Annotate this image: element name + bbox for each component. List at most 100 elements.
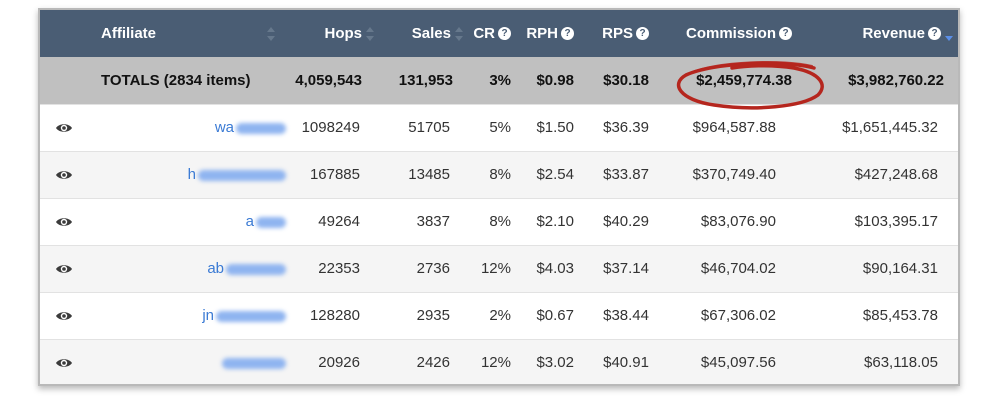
rps-cell: $40.29 — [603, 213, 649, 230]
eye-cell — [40, 198, 88, 245]
help-cr-icon[interactable]: ? — [498, 27, 511, 41]
help-rps-icon[interactable]: ? — [636, 27, 649, 41]
eye-icon[interactable] — [55, 216, 73, 228]
affiliate-link[interactable]: a — [246, 213, 286, 230]
header-rps[interactable]: RPS? — [588, 10, 663, 57]
help-rph-icon[interactable]: ? — [561, 27, 574, 41]
totals-eye-cell — [40, 57, 88, 104]
header-sales-label: Sales — [411, 25, 451, 43]
redacted-name-blur — [216, 310, 286, 322]
rph-cell: $2.10 — [536, 213, 574, 230]
header-commission[interactable]: Commission? — [663, 10, 806, 57]
affiliate-cell: ab — [88, 245, 286, 292]
affiliate-cell: jn — [88, 292, 286, 339]
redacted-name-blur — [198, 169, 286, 181]
cr-cell: 5% — [489, 119, 511, 136]
commission-cell: $964,587.88 — [692, 119, 776, 136]
header-cr-label: CR — [473, 25, 495, 43]
header-rps-label: RPS — [602, 25, 633, 43]
rps-cell: $36.39 — [603, 119, 649, 136]
totals-row: TOTALS (2834 items) 4,059,543 131,953 3%… — [40, 57, 958, 104]
hops-cell: 167885 — [309, 166, 360, 183]
hops-cell: 22353 — [318, 260, 360, 277]
sales-cell: 3837 — [416, 213, 450, 230]
affiliate-table: Affiliate Hops Sales CR? RPH? RPS? — [40, 10, 958, 384]
commission-cell: $45,097.56 — [700, 354, 776, 372]
revenue-cell: $1,651,445.32 — [842, 119, 938, 136]
rph-cell: $0.67 — [536, 307, 574, 324]
affiliate-link[interactable]: h — [188, 166, 286, 183]
eye-icon[interactable] — [55, 357, 73, 369]
help-revenue-icon[interactable]: ? — [928, 27, 941, 41]
rph-cell: $4.03 — [536, 260, 574, 277]
table-row: wa 1098249 51705 5% $1.50 $36.39 $964,587.88 $1… — [40, 104, 958, 151]
totals-label: TOTALS (2834 items) — [101, 71, 251, 89]
table-row: h 167885 13485 8% $2.54 $33.87 $370,749.40 $427… — [40, 151, 958, 198]
rph-cell: $1.50 — [536, 119, 574, 136]
affiliate-cell: h — [88, 151, 286, 198]
affiliate-link[interactable]: ab — [207, 260, 286, 277]
affiliate-cell: wa — [88, 104, 286, 151]
help-commission-icon[interactable]: ? — [779, 27, 792, 41]
affiliate-table-panel: Affiliate Hops Sales CR? RPH? RPS? — [38, 8, 960, 386]
affiliate-link[interactable]: wa — [215, 119, 286, 136]
hops-cell: 1098249 — [301, 119, 360, 136]
revenue-cell: $90,164.31 — [862, 260, 938, 277]
sort-hops-icon[interactable] — [366, 26, 375, 41]
affiliate-name: h — [187, 166, 196, 183]
eye-cell — [40, 104, 88, 151]
eye-icon[interactable] — [55, 310, 73, 322]
commission-cell: $67,306.02 — [700, 307, 776, 324]
header-revenue-label: Revenue — [862, 25, 925, 43]
cr-cell: 8% — [489, 213, 511, 230]
sort-revenue-desc-icon[interactable] — [945, 27, 954, 41]
rps-cell: $33.87 — [603, 166, 649, 183]
header-hops-label: Hops — [324, 25, 363, 43]
eye-cell — [40, 339, 88, 384]
header-affiliate-label: Affiliate — [101, 25, 157, 43]
rps-cell: $38.44 — [603, 307, 649, 324]
totals-rps: $30.18 — [603, 71, 649, 89]
affiliate-cell — [88, 339, 286, 384]
commission-cell: $46,704.02 — [700, 260, 776, 277]
totals-commission: $2,459,774.38 — [696, 71, 792, 89]
totals-sales: 131,953 — [398, 71, 453, 89]
revenue-cell: $63,118.05 — [864, 354, 938, 372]
header-revenue[interactable]: Revenue? — [806, 10, 958, 57]
totals-rph: $0.98 — [536, 71, 574, 89]
header-cr[interactable]: CR? — [468, 10, 525, 57]
header-affiliate[interactable]: Affiliate — [88, 10, 286, 57]
sort-sales-icon[interactable] — [455, 26, 464, 41]
revenue-cell: $427,248.68 — [854, 166, 938, 183]
cr-cell: 2% — [489, 307, 511, 324]
header-hops[interactable]: Hops — [286, 10, 379, 57]
redacted-name-blur — [226, 263, 286, 275]
rps-cell: $37.14 — [603, 260, 649, 277]
redacted-name-blur — [256, 216, 286, 228]
eye-icon[interactable] — [55, 263, 73, 275]
sales-cell: 13485 — [408, 166, 450, 183]
totals-revenue: $3,982,760.22 — [848, 71, 944, 89]
rps-cell: $40.91 — [603, 354, 649, 372]
table-row: 20926 2426 12% $3.02 $40.91 $45,097.56 $63,118… — [40, 339, 958, 384]
redacted-name-blur — [236, 122, 286, 134]
redacted-name-blur — [222, 357, 286, 369]
eye-icon[interactable] — [55, 122, 73, 134]
table-row: jn 128280 2935 2% $0.67 $38.44 $67,306.02 $85,4… — [40, 292, 958, 339]
affiliate-link[interactable] — [220, 354, 286, 371]
hops-cell: 128280 — [309, 307, 360, 324]
eye-cell — [40, 245, 88, 292]
cr-cell: 8% — [489, 166, 511, 183]
eye-icon[interactable] — [55, 169, 73, 181]
header-sales[interactable]: Sales — [379, 10, 468, 57]
affiliate-link[interactable]: jn — [202, 307, 286, 324]
sort-affiliate-icon[interactable] — [267, 27, 276, 41]
affiliate-name: wa — [214, 119, 234, 136]
table-row: ab 22353 2736 12% $4.03 $37.14 $46,704.02 $90,1… — [40, 245, 958, 292]
header-eye — [40, 10, 88, 57]
sales-cell: 51705 — [408, 119, 450, 136]
header-rph[interactable]: RPH? — [525, 10, 588, 57]
hops-cell: 49264 — [318, 213, 360, 230]
commission-cell: $370,749.40 — [692, 166, 776, 183]
table-header-row: Affiliate Hops Sales CR? RPH? RPS? — [40, 10, 958, 57]
